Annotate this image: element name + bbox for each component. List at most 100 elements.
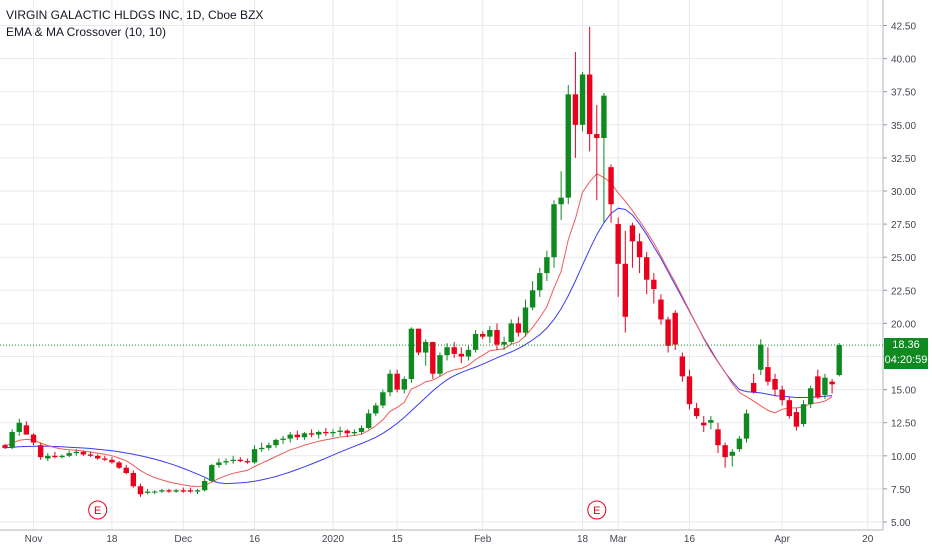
candle: [572, 51, 579, 158]
candle: [358, 425, 365, 435]
candle-body: [665, 319, 671, 346]
candle: [644, 251, 650, 295]
bar-countdown-badge: 04:20:59: [884, 353, 928, 369]
candle: [123, 465, 129, 475]
candle-body: [365, 413, 372, 428]
candle: [686, 369, 693, 410]
candle: [9, 429, 15, 450]
candle-body: [437, 355, 443, 374]
candle-body: [144, 491, 151, 493]
price-tick-label: 32.50: [891, 154, 916, 165]
candle-body: [800, 404, 807, 425]
candle: [693, 402, 700, 419]
candle: [280, 435, 286, 444]
candle-body: [686, 376, 693, 405]
time-tick-label: Dec: [174, 534, 192, 545]
chart-grid: [0, 0, 883, 530]
candle: [230, 455, 236, 464]
candle: [194, 488, 201, 495]
candle: [166, 488, 172, 493]
candle: [344, 429, 350, 438]
earnings-marker[interactable]: E: [88, 500, 108, 520]
candle: [665, 316, 671, 353]
candle-body: [722, 445, 728, 458]
candle: [480, 331, 486, 340]
candle-body: [301, 433, 308, 438]
candle-body: [522, 307, 529, 333]
candle: [308, 429, 315, 438]
earnings-icon[interactable]: [587, 500, 607, 520]
candle-body: [736, 438, 743, 450]
candle: [608, 164, 614, 223]
last-price-badge: 18.36: [884, 338, 928, 353]
indicator-title[interactable]: EMA & MA Crossover (10, 10): [6, 25, 167, 39]
candle-body: [173, 490, 179, 492]
candle: [743, 409, 750, 443]
candle: [786, 396, 792, 419]
time-tick-label: Mar: [610, 534, 628, 545]
candle-body: [323, 431, 329, 434]
candle: [244, 458, 251, 464]
candle-body: [280, 438, 286, 440]
candle-body: [779, 389, 785, 401]
candle: [237, 457, 243, 463]
chart-legend[interactable]: VIRGIN GALACTIC HLDGS INC, 1D, Cboe BZX …: [6, 6, 263, 41]
candle: [201, 478, 208, 492]
earnings-marker[interactable]: E: [587, 500, 607, 520]
candle: [829, 379, 835, 394]
candle: [715, 422, 721, 454]
candle-body: [430, 341, 436, 374]
time-tick-label: 16: [249, 534, 261, 545]
candle-body: [80, 451, 87, 455]
candle: [636, 233, 643, 274]
candle: [287, 431, 293, 443]
price-tick-label: 37.50: [891, 88, 916, 99]
symbol-title[interactable]: VIRGIN GALACTIC HLDGS INC, 1D, Cboe BZX: [6, 8, 264, 22]
candle-body: [237, 459, 243, 462]
candle-body: [244, 461, 251, 463]
candle-body: [408, 328, 415, 380]
candle: [522, 299, 529, 337]
candle: [594, 104, 600, 201]
candle-body: [544, 257, 550, 274]
time-axis[interactable]: Nov 18 Dec 16 2020 15 Feb 18 Mar 16 Apr 20: [0, 529, 883, 545]
candle: [800, 400, 807, 427]
candle: [672, 310, 678, 350]
price-axis[interactable]: 5.007.5010.0012.5015.0017.5020.0022.5025…: [0, 0, 916, 530]
candle-body: [658, 299, 664, 320]
candle-body: [266, 445, 272, 448]
candle-body: [629, 225, 636, 242]
candle-body: [551, 204, 557, 258]
price-tick-label: 25.00: [891, 253, 916, 264]
candle-body: [615, 224, 621, 264]
candle-body: [472, 333, 479, 350]
candle-body: [537, 273, 543, 291]
candle-body: [358, 427, 365, 432]
candle: [651, 273, 657, 304]
candle: [45, 453, 51, 462]
candlestick-series: [2, 26, 842, 497]
candle-body: [836, 345, 842, 376]
candle: [537, 267, 543, 297]
candle: [52, 451, 58, 459]
candle: [430, 341, 436, 380]
candle: [273, 438, 279, 448]
candle-body: [487, 330, 493, 337]
candle-body: [66, 453, 72, 456]
candle: [180, 487, 186, 493]
candle-body: [401, 379, 407, 390]
candle: [209, 463, 215, 483]
candle: [223, 458, 229, 466]
candle-body: [765, 367, 771, 382]
earnings-icon[interactable]: [88, 500, 108, 520]
candle: [701, 416, 707, 432]
price-tick-label: 30.00: [891, 187, 916, 198]
candle: [679, 352, 686, 382]
candle: [451, 341, 457, 358]
candle: [750, 373, 757, 394]
candle: [116, 461, 122, 470]
candle: [373, 402, 379, 417]
candle-body: [651, 279, 657, 289]
